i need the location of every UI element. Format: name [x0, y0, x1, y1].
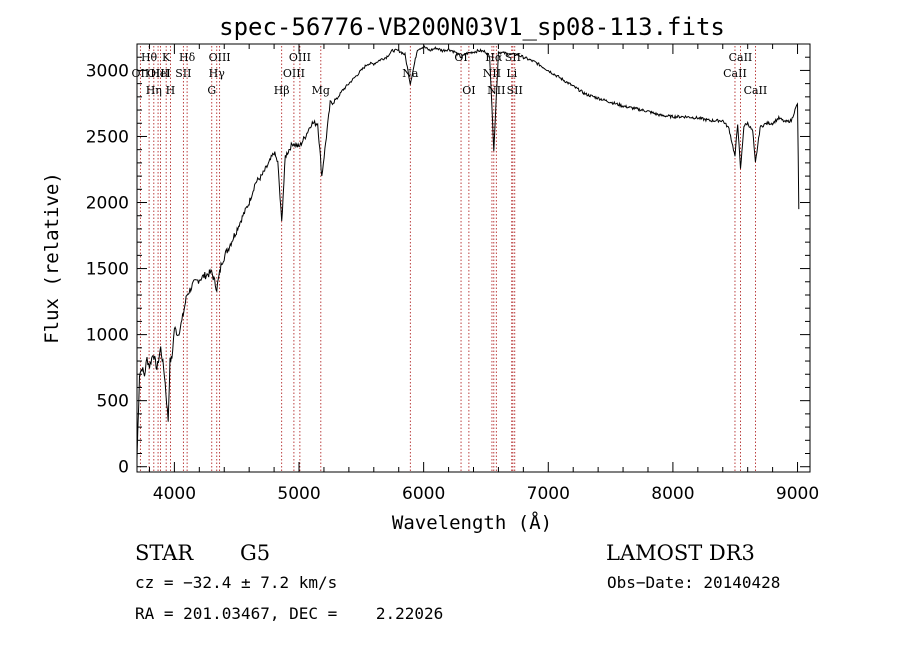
spectral-line-label: OIII	[147, 67, 169, 80]
x-tick-label: 7000	[527, 484, 570, 504]
survey-name: LAMOST DR3	[606, 541, 755, 565]
x-axis-ticks: 4000 5000 6000 7000 8000 9000	[148, 44, 819, 504]
y-tick-label: 2000	[86, 194, 129, 214]
spectral-line-label: CaII	[744, 84, 768, 97]
object-class: STAR	[135, 541, 194, 565]
y-tick-label: 3000	[86, 61, 129, 81]
y-tick-label: 500	[97, 392, 129, 412]
spectral-line-label: SII	[175, 67, 191, 80]
x-axis-label: Wavelength (Å)	[392, 511, 552, 534]
spectral-line-label: OI	[462, 84, 475, 97]
spectral-line-label: Hη	[146, 84, 162, 97]
x-tick-label: 8000	[651, 484, 694, 504]
spectral-line-label: Na	[402, 67, 419, 80]
chart-title: spec-56776-VB200N03V1_sp08-113.fits	[219, 13, 725, 41]
spectral-line-label: SII	[507, 84, 523, 97]
x-tick-label: 6000	[402, 484, 445, 504]
x-tick-label: 9000	[776, 484, 819, 504]
x-tick-label: 4000	[153, 484, 196, 504]
spectral-line-label: OIII	[209, 51, 231, 64]
spectral-line-label: HeI	[150, 67, 170, 80]
y-axis-label: Flux (relative)	[41, 172, 63, 344]
spectral-line-label: CaII	[723, 67, 747, 80]
spectral-line-label: Mg	[312, 84, 330, 97]
spectral-line-label: Hγ	[209, 67, 226, 80]
y-tick-label: 1500	[86, 260, 129, 280]
redshift-velocity: cz = −32.4 ± 7.2 km/s	[135, 573, 337, 592]
spectral-line-labels: OIIHθHηOIIIHeIKHSIIHδGHγOIIIHβOIIIOIIIMg…	[132, 51, 768, 97]
spectral-line-label: G	[207, 84, 216, 97]
spectral-line-label: K	[162, 51, 171, 64]
coordinates: RA = 201.03467, DEC = 2.22026	[135, 604, 443, 623]
y-tick-label: 0	[118, 458, 129, 478]
object-subclass: G5	[240, 541, 270, 565]
plot-frame	[136, 43, 811, 473]
spectral-line-label: OIII	[289, 51, 311, 64]
spectral-line-label: Hβ	[274, 84, 290, 97]
y-axis-ticks: 0 500 1000 1500 2000 2500 3000	[86, 56, 810, 478]
observation-date: Obs−Date: 20140428	[607, 573, 780, 592]
spectral-line-label: CaII	[729, 51, 753, 64]
x-tick-label: 5000	[277, 484, 320, 504]
spectral-line-label: Hθ	[141, 51, 158, 64]
spectral-line-markers	[139, 46, 756, 472]
spectral-line-label: Hδ	[179, 51, 196, 64]
y-tick-label: 2500	[86, 127, 129, 147]
spectral-line-label: Li	[506, 67, 517, 80]
spectrum-line	[136, 45, 800, 459]
spectral-line-label: OIII	[283, 67, 305, 80]
spectral-line-label: H	[166, 84, 176, 97]
y-tick-label: 1000	[86, 326, 129, 346]
spectral-line-label: NII	[483, 67, 501, 80]
